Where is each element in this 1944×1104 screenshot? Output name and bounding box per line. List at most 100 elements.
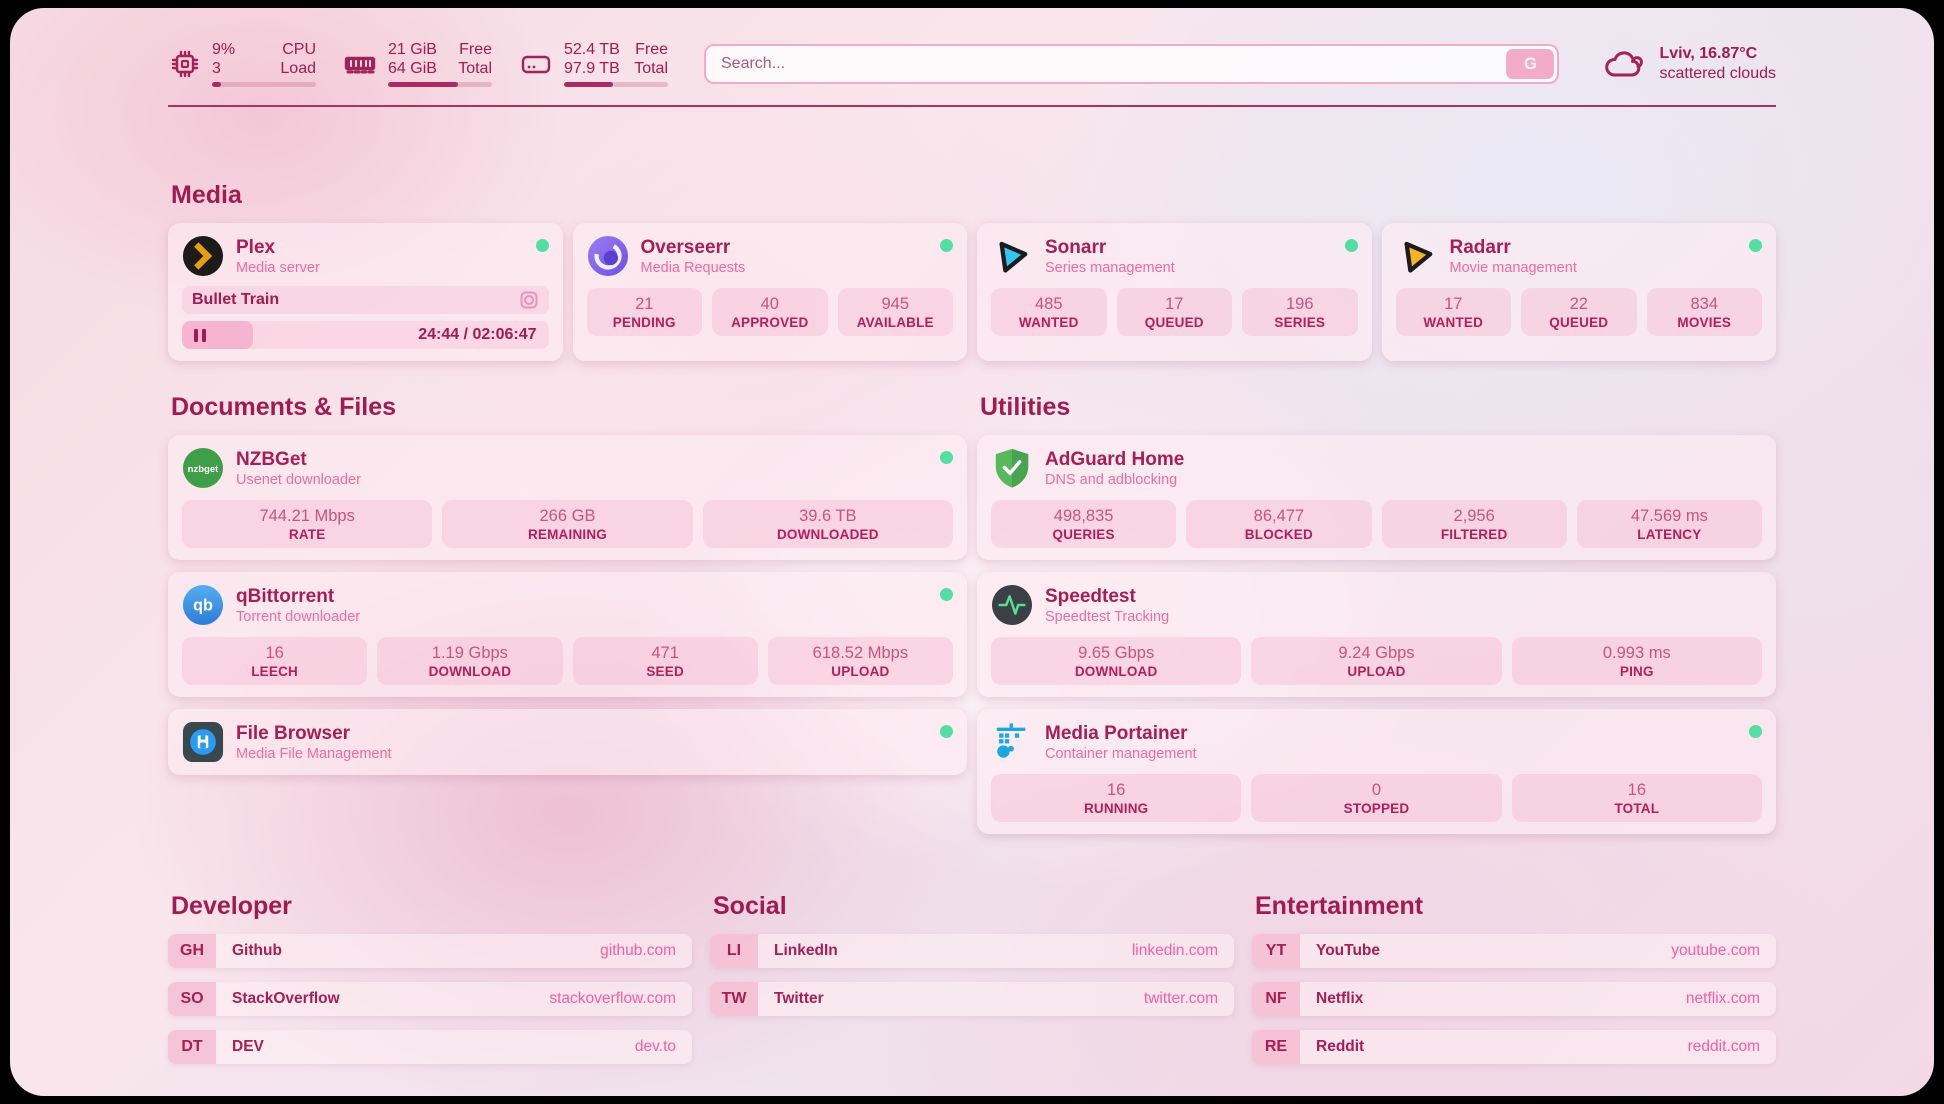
disk-icon (521, 55, 551, 73)
app-description: Container management (1045, 745, 1197, 762)
ram-progress-bar (388, 82, 492, 87)
bookmark-name: LinkedIn (774, 942, 838, 959)
entertainment-section: Entertainment YT YouTube youtube.com NF … (1252, 892, 1776, 1078)
stat-tile-movies: 834 MOVIES (1646, 288, 1762, 336)
cpu-load-label: Load (280, 60, 316, 77)
stat-tile-series: 196 SERIES (1242, 288, 1358, 336)
app-card-portainer[interactable]: Media Portainer Container management 16 R… (977, 709, 1776, 834)
cloud-icon (1605, 50, 1644, 76)
status-dot (1749, 725, 1762, 738)
header-divider (168, 105, 1776, 107)
bookmark-github[interactable]: GH Github github.com (168, 934, 692, 968)
weather-condition: scattered clouds (1659, 64, 1776, 82)
plex-icon (182, 235, 224, 277)
app-name: Plex (236, 236, 276, 258)
disk-progress-bar (564, 82, 668, 87)
section-title-documents: Documents & Files (171, 393, 397, 421)
portainer-icon (996, 723, 1026, 758)
cpu-progress-bar (212, 82, 316, 87)
bookmark-url: linkedin.com (1131, 942, 1218, 959)
stat-tile-seed: 471 SEED (572, 637, 758, 685)
dashboard-page: 9% CPU 3 Load 21 GiB Free 64 GiB Total (10, 8, 1934, 1096)
disk-free-label: Free (635, 41, 668, 58)
bookmark-dev[interactable]: DT DEV dev.to (168, 1030, 692, 1064)
app-name: Overseerr (640, 236, 731, 258)
bookmark-youtube[interactable]: YT YouTube youtube.com (1252, 934, 1776, 968)
memory-stat: 21 GiB Free 64 GiB Total (342, 40, 492, 87)
utilities-section: Utilities AdGuard Home DNS and adblockin… (977, 393, 1776, 834)
bookmark-abbr: YT (1252, 934, 1300, 968)
stat-tile-download: 1.19 Gbps DOWNLOAD (377, 637, 563, 685)
filebrowser-icon (182, 721, 224, 763)
app-card-sonarr[interactable]: Sonarr Series management 485 WANTED 17 QUE… (977, 223, 1372, 361)
sonarr-icon (999, 241, 1028, 273)
bookmark-stackoverflow[interactable]: SO StackOverflow stackoverflow.com (168, 982, 692, 1016)
svg-text:nzbget: nzbget (188, 464, 220, 475)
disk-free-value: 52.4 TB (564, 41, 620, 58)
weather-widget[interactable]: Lviv, 16.87°C scattered clouds (1601, 44, 1776, 84)
stat-tile-filtered: 2,956 FILTERED (1381, 500, 1567, 548)
ram-total-label: Total (458, 60, 492, 77)
stat-tile-wanted: 17 WANTED (1395, 288, 1511, 336)
app-description: Media Requests (640, 259, 746, 276)
app-card-speedtest[interactable]: Speedtest Speedtest Tracking 9.65 Gbps DO… (977, 572, 1776, 697)
stat-tile-remaining: 266 GB REMAINING (442, 500, 693, 548)
bookmark-url: reddit.com (1687, 1038, 1760, 1055)
stat-tile-approved: 40 APPROVED (712, 288, 828, 336)
app-description: Series management (1045, 259, 1175, 276)
radarr-icon (1403, 241, 1432, 273)
ram-total-value: 64 GiB (388, 60, 437, 77)
stat-tile-upload: 618.52 Mbps UPLOAD (767, 637, 953, 685)
app-card-overseerr[interactable]: Overseerr Media Requests 21 PENDING 40 APP… (572, 223, 967, 361)
bookmark-reddit[interactable]: RE Reddit reddit.com (1252, 1030, 1776, 1064)
bookmark-netflix[interactable]: NF Netflix netflix.com (1252, 982, 1776, 1016)
section-title-entertainment: Entertainment (1255, 892, 1424, 920)
svg-text:qb: qb (193, 597, 213, 615)
bookmark-name: Netflix (1316, 990, 1364, 1007)
app-card-filebrowser[interactable]: File Browser Media File Management (168, 709, 967, 775)
stat-tile-download: 9.65 Gbps DOWNLOAD (991, 637, 1242, 685)
stat-tile-queued: 17 QUEUED (1116, 288, 1232, 336)
cpu-icon (171, 50, 199, 77)
app-description: Usenet downloader (236, 471, 361, 488)
nzbget-icon: nzbget (182, 447, 224, 489)
stat-tile-wanted: 485 WANTED (991, 288, 1107, 336)
cpu-load-value: 3 (212, 60, 221, 77)
app-name: AdGuard Home (1045, 448, 1185, 470)
playback-progress-bar: 24:44 / 02:06:47 (182, 321, 549, 349)
bookmark-twitter[interactable]: TW Twitter twitter.com (710, 982, 1234, 1016)
app-card-adguard[interactable]: AdGuard Home DNS and adblocking 498,835 Q… (977, 435, 1776, 560)
stat-tile-total: 16 TOTAL (1511, 774, 1762, 822)
stat-tile-stopped: 0 STOPPED (1251, 774, 1502, 822)
bookmark-name: DEV (232, 1038, 264, 1055)
app-name: Media Portainer (1045, 722, 1188, 744)
section-title-social: Social (713, 892, 787, 920)
media-section: Media Plex Media server B (10, 181, 1934, 361)
app-card-nzbget[interactable]: nzbget NZBGet Usenet downloader 744.21 M… (168, 435, 967, 560)
bookmark-abbr: TW (710, 982, 758, 1016)
app-name: Sonarr (1045, 236, 1107, 258)
app-name: NZBGet (236, 448, 307, 470)
bookmark-name: Reddit (1316, 1038, 1365, 1055)
developer-section: Developer GH Github github.com SO StackO… (168, 892, 692, 1078)
bookmark-abbr: NF (1252, 982, 1300, 1016)
app-name: qBittorrent (236, 585, 335, 607)
bookmark-url: netflix.com (1685, 990, 1760, 1007)
cpu-stat: 9% CPU 3 Load (168, 40, 316, 87)
bookmark-name: YouTube (1316, 942, 1380, 959)
app-card-plex[interactable]: Plex Media server Bullet Train (168, 223, 563, 361)
search-engine-button[interactable]: G (1506, 48, 1555, 79)
bookmark-name: Github (232, 942, 282, 959)
app-card-radarr[interactable]: Radarr Movie management 17 WANTED 22 QUEUE… (1381, 223, 1776, 361)
cpu-value: 9% (212, 41, 236, 58)
status-dot (940, 451, 953, 464)
header: 9% CPU 3 Load 21 GiB Free 64 GiB Total (168, 8, 1776, 87)
bookmark-linkedin[interactable]: LI LinkedIn linkedin.com (710, 934, 1234, 968)
documents-section: Documents & Files nzbget NZBGet Usenet d… (168, 393, 967, 834)
playback-time: 24:44 / 02:06:47 (418, 326, 537, 343)
search-input[interactable] (709, 54, 1507, 73)
app-card-qbittorrent[interactable]: qb qBittorrent Torrent downloader 16 LEEC… (168, 572, 967, 697)
pause-icon[interactable] (194, 328, 206, 342)
search-bar: G (704, 43, 1560, 84)
